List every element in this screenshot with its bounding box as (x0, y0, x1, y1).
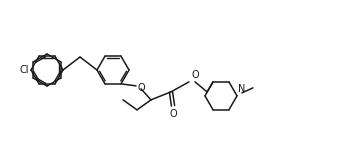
Text: O: O (138, 83, 146, 93)
Text: N: N (238, 84, 245, 94)
Text: O: O (191, 70, 199, 80)
Text: O: O (169, 109, 177, 119)
Text: Cl: Cl (19, 65, 29, 75)
